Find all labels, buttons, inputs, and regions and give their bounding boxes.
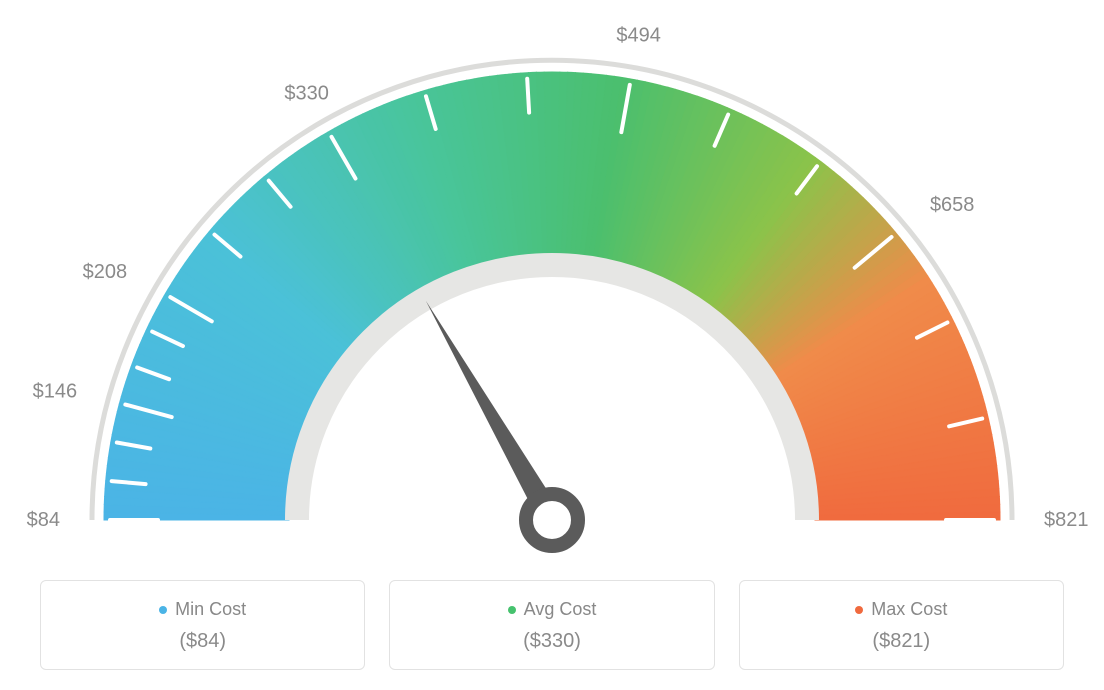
gauge-svg: $84 $146 $208 $330 $494 $658 $821 (0, 0, 1104, 560)
legend-card-avg: Avg Cost ($330) (389, 580, 714, 670)
gauge-tick-label: $494 (616, 25, 661, 47)
legend-card-max: Max Cost ($821) (739, 580, 1064, 670)
legend-title-min: Min Cost (159, 599, 246, 620)
legend-dot-max (855, 606, 863, 614)
gauge-tick-label: $658 (930, 194, 975, 216)
gauge-color-arc (104, 72, 1000, 520)
legend-value-min: ($84) (51, 630, 354, 653)
gauge-tick-label: $330 (284, 83, 329, 105)
gauge-tick-label: $84 (27, 509, 60, 531)
cost-gauge-widget: { "gauge": { "type": "gauge", "min_value… (0, 0, 1104, 690)
legend-title-avg: Avg Cost (508, 599, 597, 620)
legend-label-min: Min Cost (175, 599, 246, 620)
gauge-needle-hub (526, 494, 578, 546)
legend-dot-avg (508, 606, 516, 614)
legend-dot-min (159, 606, 167, 614)
legend-card-min: Min Cost ($84) (40, 580, 365, 670)
legend-label-avg: Avg Cost (524, 599, 597, 620)
legend-value-max: ($821) (750, 630, 1053, 653)
gauge-area: $84 $146 $208 $330 $494 $658 $821 (0, 0, 1104, 560)
legend-row: Min Cost ($84) Avg Cost ($330) Max Cost … (40, 580, 1064, 670)
gauge-tick-label: $146 (33, 380, 78, 402)
legend-title-max: Max Cost (855, 599, 947, 620)
gauge-tick-label: $208 (83, 261, 128, 283)
legend-value-avg: ($330) (400, 630, 703, 653)
gauge-tick-label: $821 (1044, 509, 1089, 531)
legend-label-max: Max Cost (871, 599, 947, 620)
